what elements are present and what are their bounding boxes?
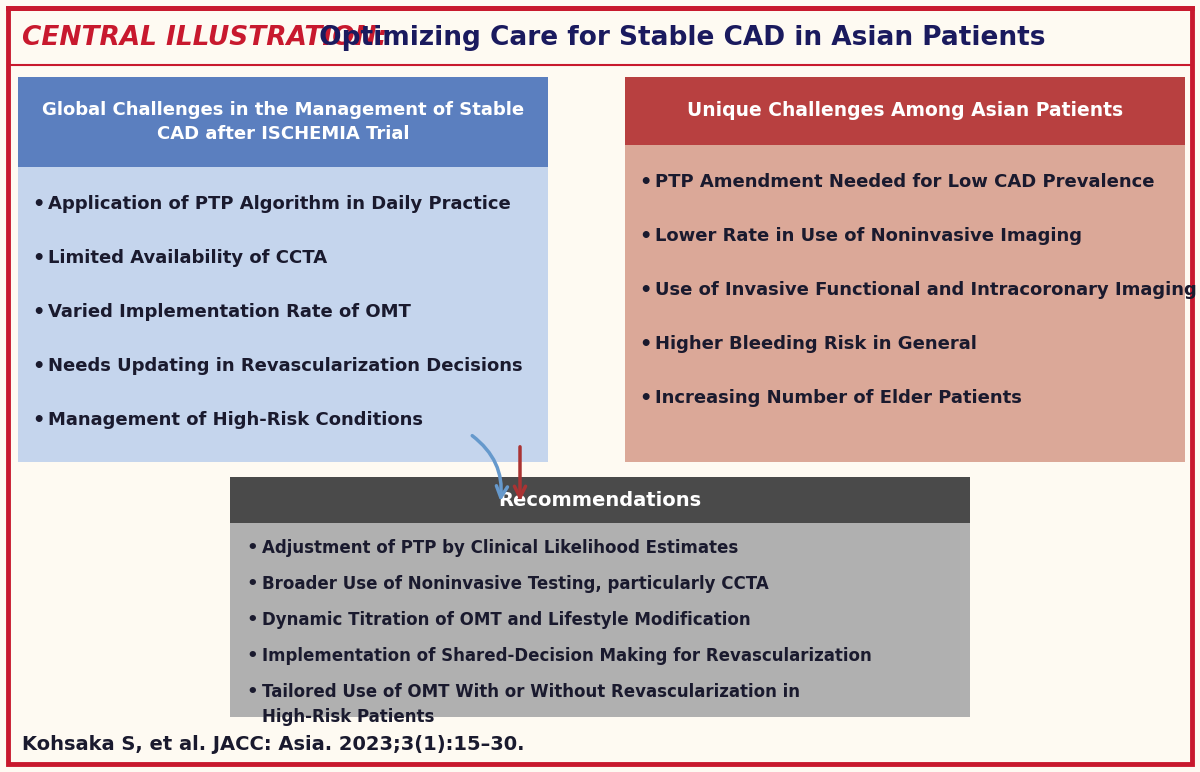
Text: •: • <box>32 249 44 268</box>
Text: •: • <box>246 611 258 629</box>
Text: CENTRAL ILLUSTRATION:: CENTRAL ILLUSTRATION: <box>22 25 388 51</box>
Text: Broader Use of Noninvasive Testing, particularly CCTA: Broader Use of Noninvasive Testing, part… <box>262 575 769 593</box>
Text: •: • <box>246 575 258 593</box>
Text: •: • <box>32 357 44 376</box>
Text: Kohsaka S, et al. JACC: Asia. 2023;3(1):15–30.: Kohsaka S, et al. JACC: Asia. 2023;3(1):… <box>22 734 524 753</box>
Text: Adjustment of PTP by Clinical Likelihood Estimates: Adjustment of PTP by Clinical Likelihood… <box>262 539 738 557</box>
Text: •: • <box>32 303 44 322</box>
Text: •: • <box>640 335 652 354</box>
Text: •: • <box>32 195 44 214</box>
Text: Use of Invasive Functional and Intracoronary Imaging: Use of Invasive Functional and Intracoro… <box>655 281 1196 299</box>
FancyBboxPatch shape <box>8 8 1192 764</box>
FancyBboxPatch shape <box>18 77 548 167</box>
Text: •: • <box>640 281 652 300</box>
Text: Optimizing Care for Stable CAD in Asian Patients: Optimizing Care for Stable CAD in Asian … <box>310 25 1045 51</box>
Text: Higher Bleeding Risk in General: Higher Bleeding Risk in General <box>655 335 977 353</box>
FancyBboxPatch shape <box>230 477 970 523</box>
Text: Global Challenges in the Management of Stable
CAD after ISCHEMIA Trial: Global Challenges in the Management of S… <box>42 101 524 143</box>
Text: Recommendations: Recommendations <box>498 490 702 510</box>
Text: •: • <box>246 647 258 665</box>
FancyBboxPatch shape <box>18 167 548 462</box>
Text: Implementation of Shared-Decision Making for Revascularization: Implementation of Shared-Decision Making… <box>262 647 871 665</box>
Text: Tailored Use of OMT With or Without Revascularization in
High-Risk Patients: Tailored Use of OMT With or Without Reva… <box>262 683 800 726</box>
Text: •: • <box>640 389 652 408</box>
Text: Unique Challenges Among Asian Patients: Unique Challenges Among Asian Patients <box>686 101 1123 120</box>
FancyBboxPatch shape <box>625 145 1186 462</box>
FancyBboxPatch shape <box>625 77 1186 145</box>
Text: Management of High-Risk Conditions: Management of High-Risk Conditions <box>48 411 424 429</box>
Text: •: • <box>246 683 258 701</box>
Text: Needs Updating in Revascularization Decisions: Needs Updating in Revascularization Deci… <box>48 357 523 375</box>
Text: •: • <box>32 411 44 430</box>
Text: •: • <box>246 539 258 557</box>
Text: Varied Implementation Rate of OMT: Varied Implementation Rate of OMT <box>48 303 410 321</box>
Text: •: • <box>640 173 652 192</box>
Text: Lower Rate in Use of Noninvasive Imaging: Lower Rate in Use of Noninvasive Imaging <box>655 227 1082 245</box>
Text: Dynamic Titration of OMT and Lifestyle Modification: Dynamic Titration of OMT and Lifestyle M… <box>262 611 751 629</box>
Text: Application of PTP Algorithm in Daily Practice: Application of PTP Algorithm in Daily Pr… <box>48 195 511 213</box>
FancyBboxPatch shape <box>230 523 970 717</box>
Text: PTP Amendment Needed for Low CAD Prevalence: PTP Amendment Needed for Low CAD Prevale… <box>655 173 1154 191</box>
Text: Increasing Number of Elder Patients: Increasing Number of Elder Patients <box>655 389 1022 407</box>
Text: •: • <box>640 227 652 246</box>
Text: Limited Availability of CCTA: Limited Availability of CCTA <box>48 249 328 267</box>
